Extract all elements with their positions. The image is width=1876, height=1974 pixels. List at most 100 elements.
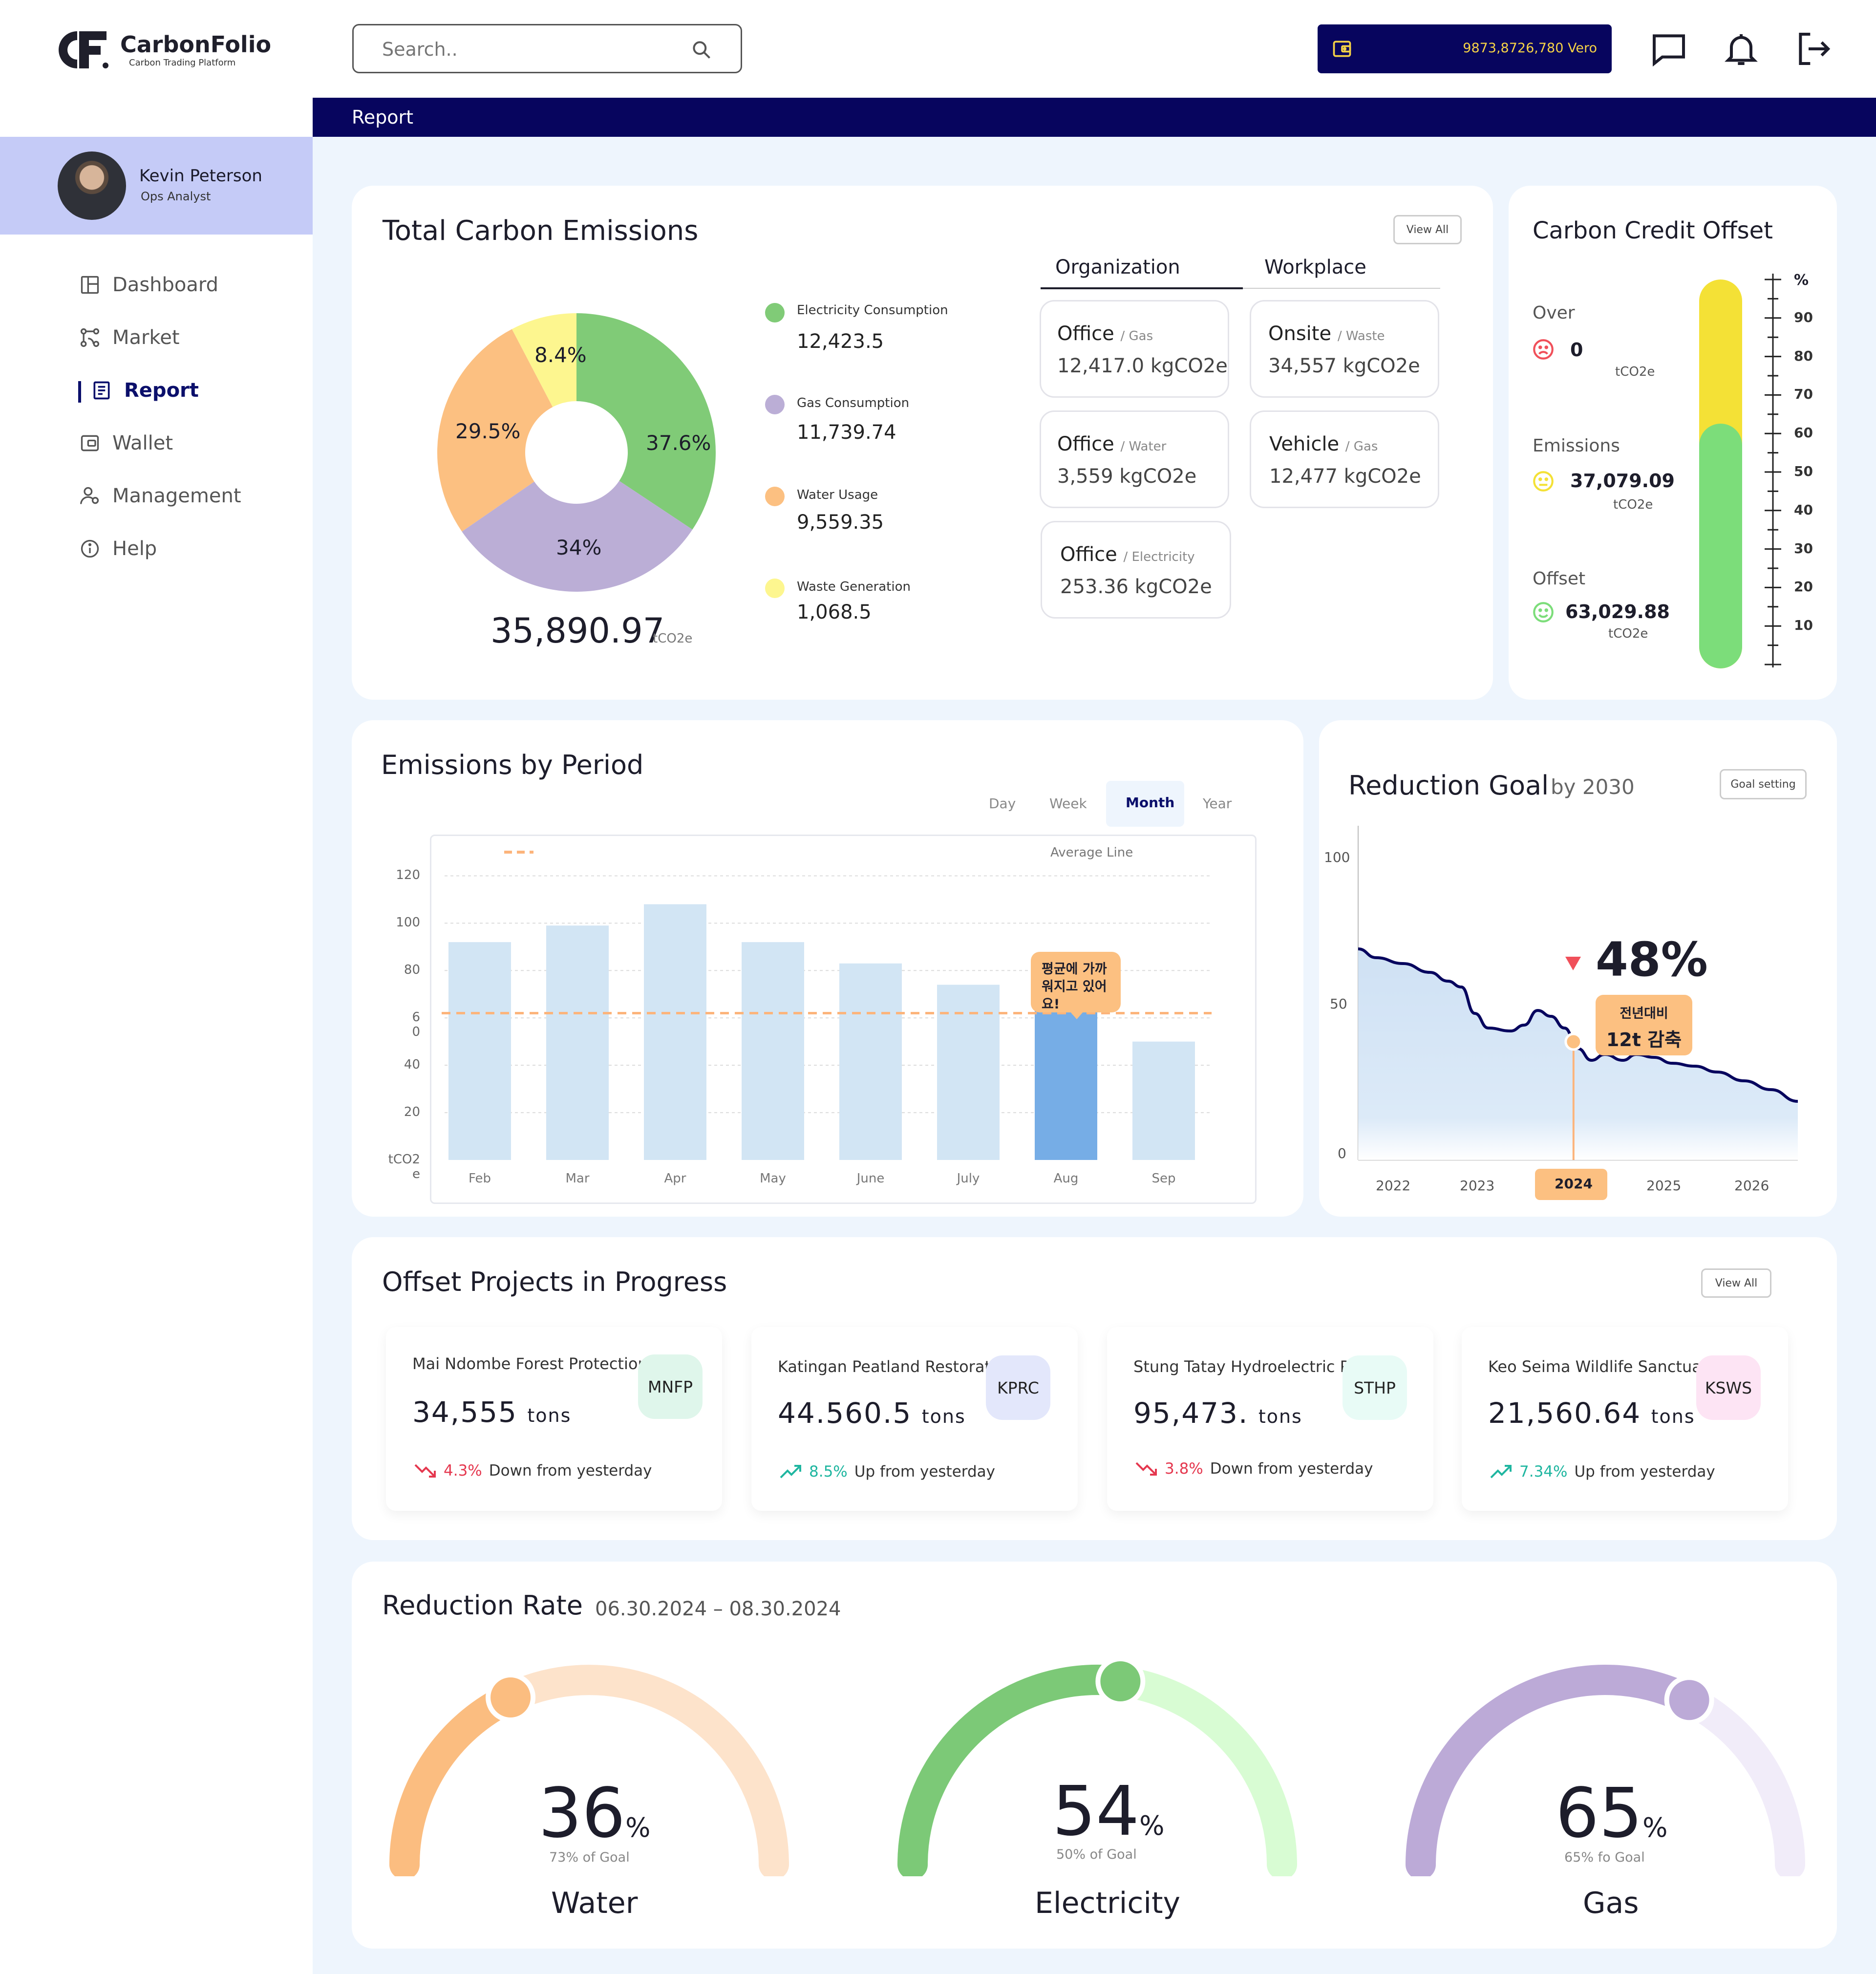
pie-slice[interactable] <box>512 313 576 407</box>
gauge-fill <box>1406 1665 1705 1876</box>
pie-slice[interactable] <box>437 329 553 532</box>
legend-dot <box>765 303 785 322</box>
project-badge: KPRC <box>986 1355 1050 1420</box>
gauge-sub: 73% of Goal <box>549 1850 630 1865</box>
tab-day[interactable]: Day <box>989 795 1016 812</box>
bar[interactable] <box>937 985 1000 1160</box>
gauge-fill <box>897 1665 1136 1876</box>
tooltip-arrow <box>1070 1011 1084 1019</box>
sidebar-item-report[interactable]: Report <box>91 379 199 402</box>
view-all-button[interactable]: View All <box>1701 1268 1771 1298</box>
bar[interactable] <box>1132 1041 1195 1160</box>
y-tick-label: 80 <box>404 963 420 978</box>
user-role: Ops Analyst <box>141 190 211 203</box>
legend-label: Electricity Consumption <box>797 303 948 318</box>
profile-panel[interactable] <box>0 137 313 235</box>
bar[interactable] <box>742 942 804 1160</box>
wallet-balance: 9873,8726,780 Vero <box>1463 41 1597 56</box>
project-badge: KSWS <box>1696 1355 1761 1420</box>
average-legend-label: Average Line <box>1050 845 1133 860</box>
pie-slice[interactable] <box>462 481 693 592</box>
bar-chart-frame <box>430 835 1257 1204</box>
trend-up-icon <box>1490 1465 1512 1479</box>
sidebar-item-label: Market <box>112 326 180 349</box>
search-icon[interactable] <box>691 39 712 61</box>
legend-label: Water Usage <box>797 488 878 502</box>
scale-label: 10 <box>1794 617 1813 634</box>
sidebar-item-wallet[interactable]: Wallet <box>79 432 173 454</box>
project-change: 4.3% Down from yesterday <box>413 1462 652 1480</box>
trend-down-icon <box>414 1464 436 1478</box>
tab-organization[interactable]: Organization <box>1055 256 1180 279</box>
active-year-chip[interactable] <box>1535 1169 1607 1200</box>
project-value: 95,473. tons <box>1133 1396 1302 1430</box>
legend-value: 9,559.35 <box>797 511 884 534</box>
tab-year[interactable]: Year <box>1203 795 1232 812</box>
wallet-balance-box[interactable]: 9873,8726,780 Vero <box>1318 24 1612 73</box>
bar[interactable] <box>1035 1001 1097 1160</box>
bar[interactable] <box>644 904 706 1160</box>
bar[interactable] <box>546 925 609 1160</box>
search-input[interactable] <box>382 37 665 62</box>
sidebar-item-management[interactable]: Management <box>79 485 241 507</box>
gauge-knob[interactable] <box>1095 1661 1146 1706</box>
x-tick-label: 2024 <box>1555 1176 1593 1192</box>
tab-week[interactable]: Week <box>1049 795 1087 812</box>
bell-icon[interactable] <box>1722 29 1761 68</box>
y-tick-label: 50 <box>1330 996 1347 1012</box>
project-change: 8.5% Up from yesterday <box>779 1463 995 1480</box>
x-tick-label: July <box>956 1171 980 1186</box>
emissions-value: 37,079.09 <box>1570 470 1675 492</box>
offset-level-fill <box>1699 423 1742 668</box>
offset-projects-title: Offset Projects in Progress <box>382 1266 727 1297</box>
avatar[interactable] <box>58 151 126 220</box>
tooltip-line: 12t 감축 <box>1606 1029 1682 1051</box>
pie-slice-label: 37.6% <box>646 431 711 455</box>
emission-tile[interactable] <box>1250 410 1439 508</box>
sidebar-item-help[interactable]: Help <box>79 537 157 560</box>
x-tick-label: June <box>856 1171 885 1186</box>
bar[interactable] <box>839 963 902 1160</box>
tile-title: Onsite / Waste <box>1268 322 1385 345</box>
gauge-knob[interactable] <box>1664 1675 1714 1725</box>
emission-tile[interactable] <box>1041 521 1231 619</box>
legend-value: 12,423.5 <box>797 330 884 353</box>
goal-setting-button[interactable]: Goal setting <box>1720 769 1807 799</box>
search-box[interactable] <box>352 24 742 73</box>
sidebar-item-market[interactable]: Market <box>79 326 180 349</box>
report-icon <box>93 381 110 400</box>
bar[interactable] <box>448 942 511 1160</box>
y-tick-label: 120 <box>396 868 420 883</box>
offset-level-bar <box>1699 279 1742 668</box>
sidebar-item-label: Wallet <box>112 432 173 454</box>
pie-slice-label: 34% <box>556 536 602 559</box>
tile-value: 3,559 kgCO2e <box>1057 465 1197 488</box>
tab-underline-active <box>1041 287 1243 289</box>
y-tick-label: tCO2 e <box>388 1152 420 1181</box>
gauge-sub: 50% of Goal <box>1056 1847 1137 1862</box>
project-name: Keo Seima Wildlife Sanctua.. <box>1488 1357 1712 1376</box>
emission-tile[interactable] <box>1250 300 1439 398</box>
sidebar <box>0 98 313 1974</box>
management-icon <box>80 487 99 504</box>
logout-icon[interactable] <box>1794 29 1833 68</box>
legend-dot <box>765 579 785 598</box>
over-value: 0 <box>1570 339 1583 361</box>
gauge-value: 36% <box>538 1774 651 1853</box>
emission-tile[interactable] <box>1040 410 1229 508</box>
app-tagline: Carbon Trading Platform <box>129 58 236 68</box>
scale-label: 80 <box>1794 347 1813 364</box>
sidebar-item-dashboard[interactable]: Dashboard <box>79 274 218 296</box>
message-icon[interactable] <box>1649 29 1688 68</box>
emission-tile[interactable] <box>1040 300 1229 398</box>
legend-value: 11,739.74 <box>797 421 896 444</box>
gauge-knob[interactable] <box>486 1672 536 1722</box>
total-emissions-value: 35,890.97 <box>490 611 665 651</box>
view-all-button[interactable]: View All <box>1393 215 1462 244</box>
tab-workplace[interactable]: Workplace <box>1264 256 1366 279</box>
tile-title: Vehicle / Gas <box>1269 433 1378 455</box>
x-tick-label: Feb <box>469 1171 491 1186</box>
pie-slice[interactable] <box>576 313 716 530</box>
legend-label: Gas Consumption <box>797 396 910 410</box>
tab-month[interactable]: Month <box>1126 794 1175 811</box>
